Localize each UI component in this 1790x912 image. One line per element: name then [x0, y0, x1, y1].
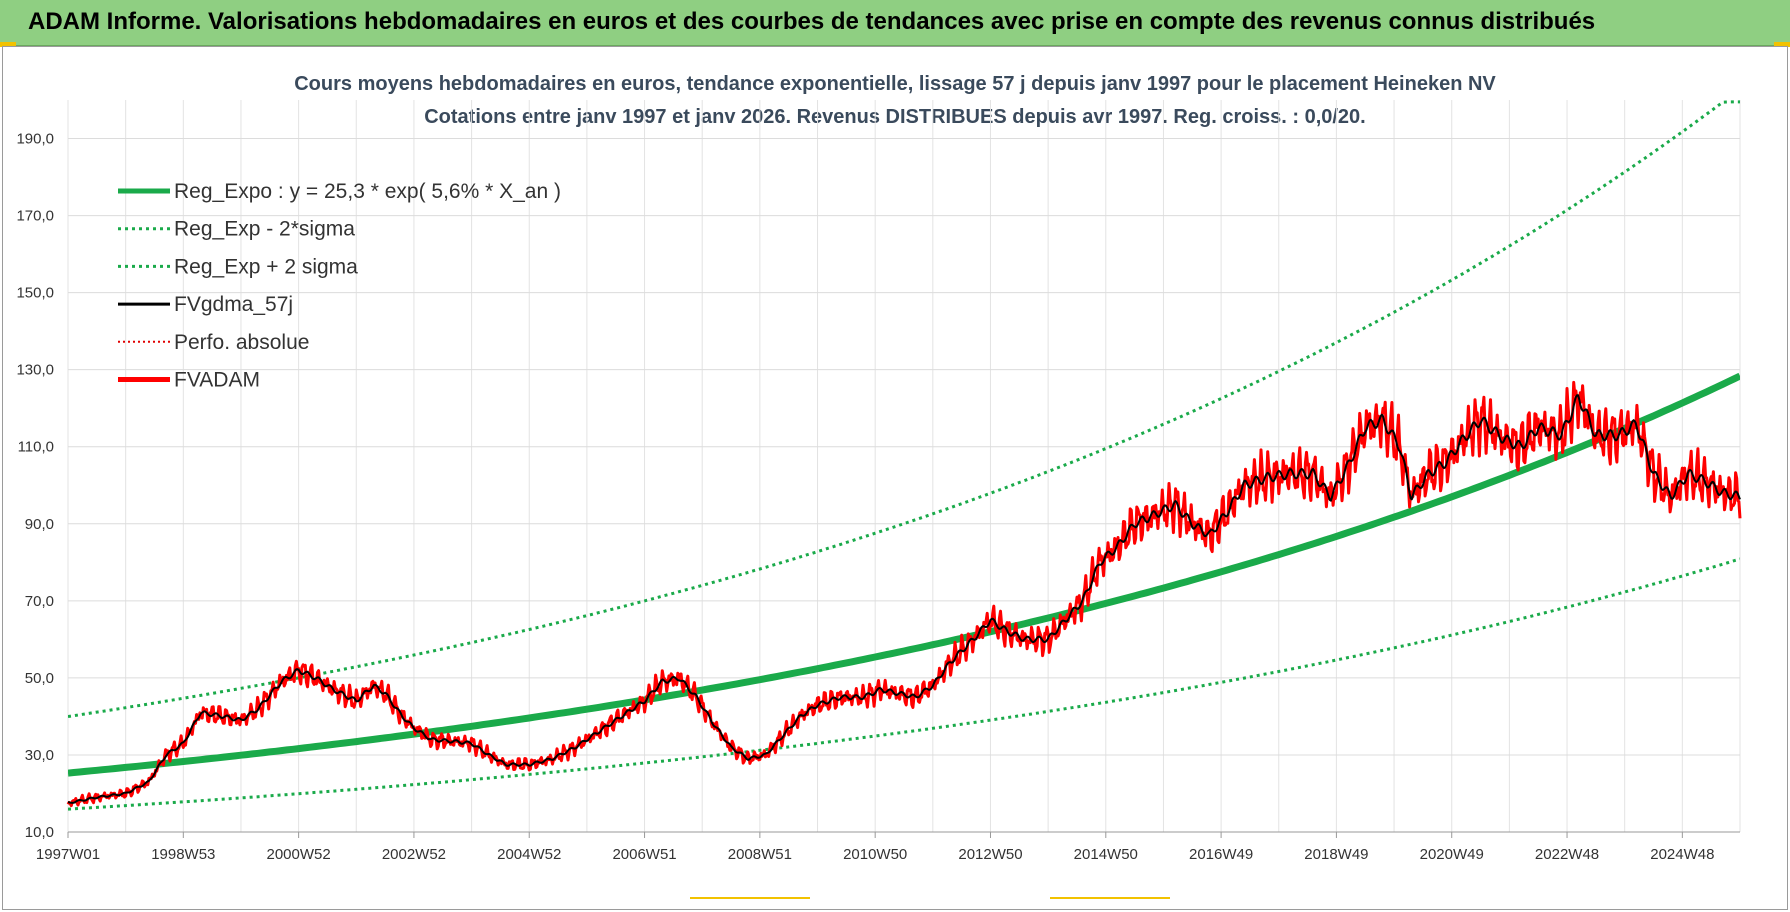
- x-tick-label: 2020W49: [1420, 846, 1484, 863]
- chart-subtitle: Cotations entre janv 1997 et janv 2026. …: [424, 106, 1366, 128]
- x-tick-label: 1998W53: [151, 846, 215, 863]
- y-tick-label: 50,0: [25, 670, 54, 687]
- x-tick-label: 2022W48: [1535, 846, 1599, 863]
- y-tick-label: 150,0: [16, 285, 54, 302]
- corner-mark-top-right: [1774, 42, 1790, 47]
- y-tick-label: 30,0: [25, 747, 54, 764]
- series-fvadam: [66, 380, 1742, 808]
- report-title: ADAM Informe. Valorisations hebdomadaire…: [28, 8, 1596, 35]
- x-tick-label: 2006W51: [612, 846, 676, 863]
- x-tick-label: 1997W01: [36, 846, 100, 863]
- x-tick-label: 2000W52: [267, 846, 331, 863]
- series-fvgdma-57j: [68, 394, 1741, 804]
- y-tick-label: 90,0: [25, 516, 54, 533]
- x-tick-label: 2014W50: [1074, 846, 1138, 863]
- chart-frame: [2, 46, 1788, 910]
- series-reg-expo: [68, 372, 1740, 777]
- legend-label: FVgdma_57j: [174, 293, 293, 316]
- y-tick-label: 190,0: [16, 131, 54, 148]
- series-reg-exp-minus-2sigma: [68, 557, 1740, 811]
- legend-label: FVADAM: [174, 369, 260, 392]
- series-reg-exp-plus-2sigma: [68, 100, 1740, 718]
- x-tick-label: 2016W49: [1189, 846, 1253, 863]
- x-tick-label: 2008W51: [728, 846, 792, 863]
- x-tick-label: 2012W50: [958, 846, 1022, 863]
- x-tick-label: 2024W48: [1650, 846, 1714, 863]
- report-banner: ADAM Informe. Valorisations hebdomadaire…: [0, 0, 1790, 46]
- x-tick-label: 2002W52: [382, 846, 446, 863]
- legend-label: Reg_Exp - 2*sigma: [174, 218, 355, 241]
- y-tick-label: 130,0: [16, 362, 54, 379]
- bottom-mark-1: [690, 897, 810, 899]
- x-tick-label: 2010W50: [843, 846, 907, 863]
- y-tick-label: 70,0: [25, 593, 54, 610]
- y-tick-label: 170,0: [16, 208, 54, 225]
- y-tick-label: 10,0: [25, 824, 54, 841]
- legend-label: Reg_Expo : y = 25,3 * exp( 5,6% * X_an ): [174, 180, 561, 203]
- x-tick-label: 2004W52: [497, 846, 561, 863]
- x-tick-label: 2018W49: [1304, 846, 1368, 863]
- legend-label: Reg_Exp + 2 sigma: [174, 255, 358, 278]
- legend-label: Perfo. absolue: [174, 331, 309, 354]
- corner-mark-top-left: [0, 42, 16, 47]
- bottom-mark-2: [1050, 897, 1170, 899]
- chart-title: Cours moyens hebdomadaires en euros, ten…: [294, 73, 1496, 95]
- y-tick-label: 110,0: [18, 439, 54, 456]
